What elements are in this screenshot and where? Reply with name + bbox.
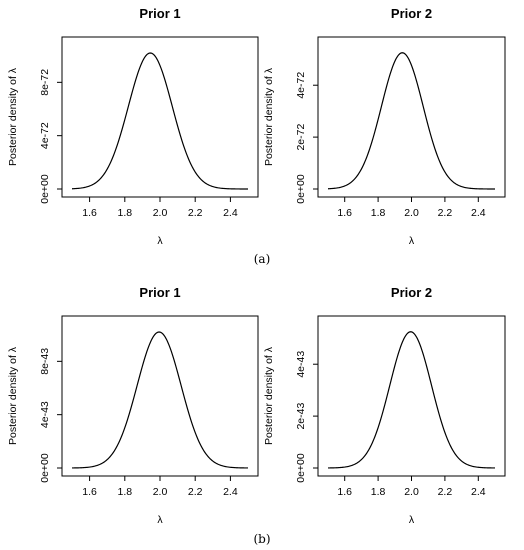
y-tick-label: 4e-43 <box>295 351 307 378</box>
plot-frame <box>61 36 259 198</box>
chart-1: Prior 1 1.6 1.8 2.0 2.2 2.4 λ 0e+00 4e-72 8e-72 Po… <box>7 6 259 247</box>
x-tick-label: 1.6 <box>337 486 352 498</box>
y-tick-label: 4e-72 <box>39 122 51 149</box>
x-tick-label: 2.0 <box>404 486 419 498</box>
panel-label-a: (a) <box>254 252 271 266</box>
x-tick-label: 2.2 <box>438 207 453 219</box>
y-axis-label: Posterior density of λ <box>7 67 19 166</box>
x-tick-label: 2.0 <box>153 207 168 219</box>
x-tick-label: 2.4 <box>471 486 486 498</box>
chart-title: Prior 1 <box>139 285 180 300</box>
chart-4: Prior 2 1.6 1.8 2.0 2.2 2.4 λ 0e+00 2e-43 4e-43 Po… <box>263 285 506 526</box>
y-tick-label: 8e-72 <box>39 69 51 96</box>
plot-frame <box>61 315 259 477</box>
x-tick-label: 1.8 <box>371 207 386 219</box>
chart-2: Prior 2 1.6 1.8 2.0 2.2 2.4 λ 0e+00 2e-72 4e-72 Po… <box>263 6 506 247</box>
x-tick-label: 1.8 <box>371 486 386 498</box>
x-tick-label: 2.2 <box>188 207 203 219</box>
plot-frame <box>317 315 506 477</box>
density-curve <box>71 331 249 469</box>
chart-3: Prior 1 1.6 1.8 2.0 2.2 2.4 λ 0e+00 4e-43 8e-43 Po… <box>7 285 259 526</box>
y-axis-label: Posterior density of λ <box>263 67 275 166</box>
density-curve <box>71 52 248 190</box>
density-curve <box>327 52 495 190</box>
x-tick-label: 1.6 <box>82 207 97 219</box>
x-tick-label: 2.2 <box>438 486 453 498</box>
y-tick-label: 4e-43 <box>39 401 51 428</box>
x-axis-label: λ <box>157 235 163 247</box>
chart-title: Prior 1 <box>139 6 180 21</box>
y-tick-label: 2e-43 <box>295 403 307 430</box>
x-tick-label: 2.2 <box>188 486 203 498</box>
chart-title: Prior 2 <box>391 285 432 300</box>
x-axis-label: λ <box>409 514 415 526</box>
x-tick-label: 1.8 <box>117 486 132 498</box>
x-tick-label: 1.6 <box>337 207 352 219</box>
density-curve <box>327 331 496 469</box>
y-tick-label: 0e+00 <box>295 453 307 483</box>
y-tick-label: 4e-72 <box>295 72 307 99</box>
x-tick-label: 1.6 <box>82 486 97 498</box>
x-tick-label: 2.4 <box>471 207 486 219</box>
plot-frame <box>317 36 506 198</box>
x-tick-label: 2.0 <box>153 486 168 498</box>
x-axis-label: λ <box>157 514 163 526</box>
x-tick-label: 2.4 <box>223 207 238 219</box>
y-axis-label: Posterior density of λ <box>263 346 275 445</box>
x-axis-label: λ <box>409 235 415 247</box>
y-tick-label: 8e-43 <box>39 348 51 375</box>
panel-label-b: (b) <box>253 532 270 546</box>
y-tick-label: 0e+00 <box>39 174 51 204</box>
x-tick-label: 2.4 <box>223 486 238 498</box>
y-tick-label: 0e+00 <box>39 453 51 483</box>
chart-title: Prior 2 <box>391 6 432 21</box>
y-axis-label: Posterior density of λ <box>7 346 19 445</box>
y-tick-label: 0e+00 <box>295 174 307 204</box>
x-tick-label: 1.8 <box>117 207 132 219</box>
x-tick-label: 2.0 <box>404 207 419 219</box>
y-tick-label: 2e-72 <box>295 124 307 151</box>
